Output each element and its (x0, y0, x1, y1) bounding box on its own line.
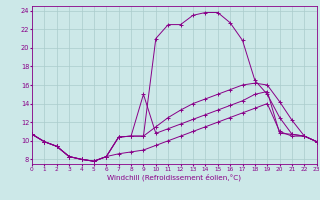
X-axis label: Windchill (Refroidissement éolien,°C): Windchill (Refroidissement éolien,°C) (108, 174, 241, 181)
